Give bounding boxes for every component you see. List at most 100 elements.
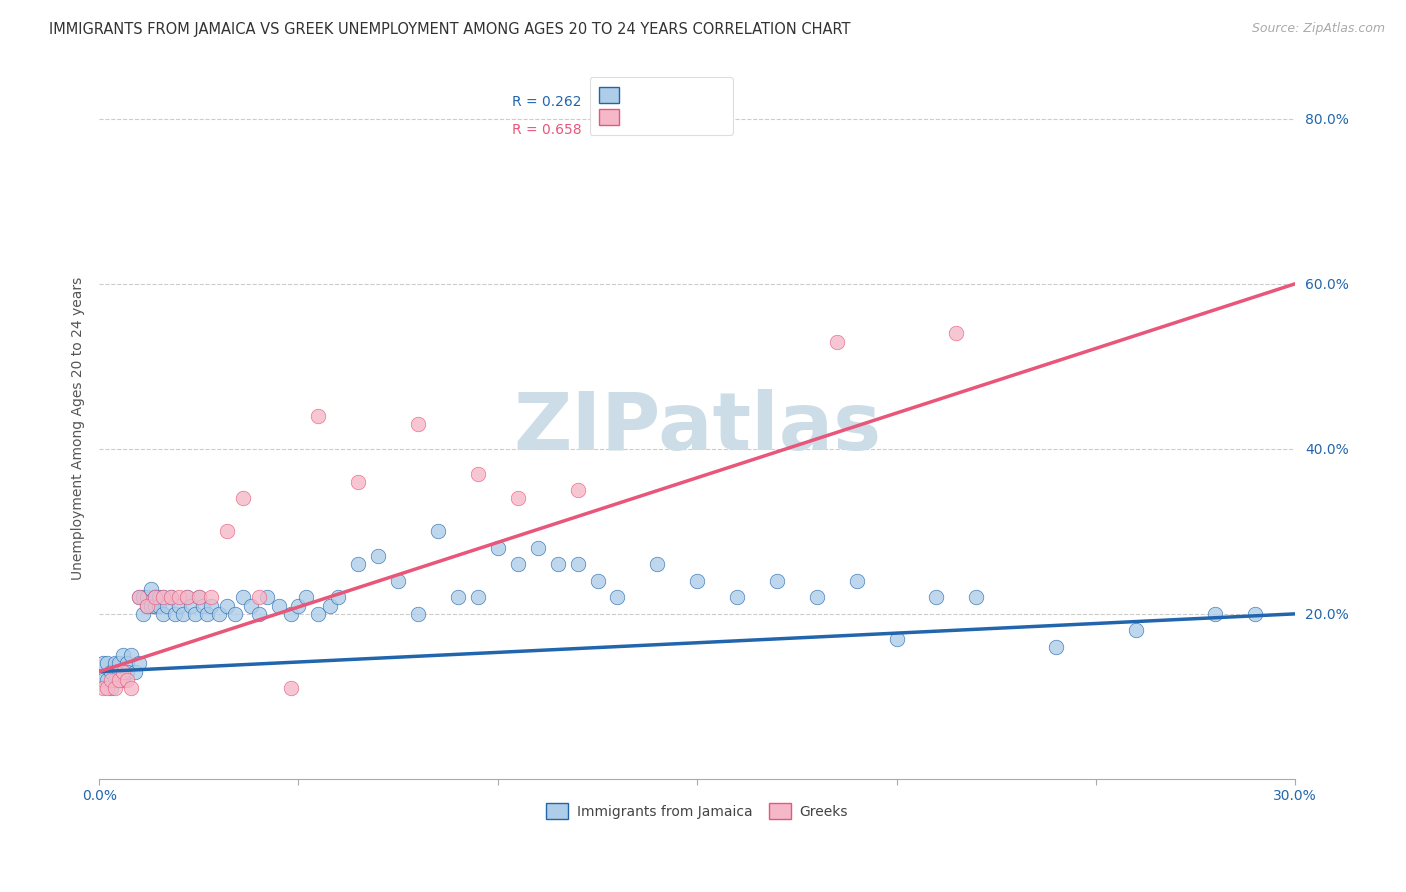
Point [176,591,198,605]
Point [96,681,118,695]
Point [267,599,290,613]
Point [108,673,131,687]
Point [136,599,159,613]
Point [547,558,569,572]
Point [104,673,127,687]
Point [112,673,135,687]
Text: N = 29: N = 29 [596,123,644,137]
Point [96,657,118,671]
Point [120,648,142,662]
Point [139,582,162,596]
Point [91,657,114,671]
Point [247,591,270,605]
Point [115,665,138,679]
Point [328,591,350,605]
Point [104,681,127,695]
Point [232,491,254,506]
Point [100,665,122,679]
Point [506,558,529,572]
Point [806,591,828,605]
Point [132,591,155,605]
Point [128,591,150,605]
Point [172,607,194,621]
Point [187,591,209,605]
Point [184,607,207,621]
Point [128,657,150,671]
Point [406,607,429,621]
Point [367,549,389,563]
Point [112,665,135,679]
Text: Source: ZipAtlas.com: Source: ZipAtlas.com [1251,22,1385,36]
Point [152,591,174,605]
Point [845,574,868,588]
Point [256,591,278,605]
Point [406,417,429,431]
Text: R = 0.262: R = 0.262 [512,95,581,109]
Point [347,558,370,572]
Point [148,591,170,605]
Point [187,591,209,605]
Point [143,591,166,605]
Point [886,632,908,646]
Point [163,607,186,621]
Text: R = 0.658: R = 0.658 [512,123,582,137]
Point [115,657,138,671]
Point [208,607,231,621]
Text: IMMIGRANTS FROM JAMAICA VS GREEK UNEMPLOYMENT AMONG AGES 20 TO 24 YEARS CORRELAT: IMMIGRANTS FROM JAMAICA VS GREEK UNEMPLO… [49,22,851,37]
Point [112,648,135,662]
Point [526,541,548,555]
Point [506,491,529,506]
Point [176,591,198,605]
Point [606,591,628,605]
Point [347,475,370,489]
Point [180,599,202,613]
Legend: Immigrants from Jamaica, Greeks: Immigrants from Jamaica, Greeks [541,797,853,824]
Point [100,673,122,687]
Point [200,591,222,605]
Point [167,591,190,605]
Point [108,665,131,679]
Point [307,607,329,621]
Point [725,591,748,605]
Point [160,591,183,605]
Point [124,665,146,679]
Point [136,591,159,605]
Point [167,599,190,613]
Y-axis label: Unemployment Among Ages 20 to 24 years: Unemployment Among Ages 20 to 24 years [72,277,86,580]
Point [387,574,409,588]
Point [215,599,238,613]
Point [224,607,246,621]
Point [1204,607,1226,621]
Point [586,574,609,588]
Point [247,607,270,621]
Point [319,599,342,613]
Point [567,558,589,572]
Point [108,657,131,671]
Point [1244,607,1267,621]
Point [965,591,987,605]
Point [925,591,948,605]
Point [467,467,489,481]
Point [156,599,179,613]
Point [152,607,174,621]
Point [1045,640,1067,654]
Point [104,657,127,671]
Text: N = 83: N = 83 [596,95,644,109]
Point [91,681,114,695]
Point [287,599,309,613]
Text: ZIPatlas: ZIPatlas [513,389,882,467]
Point [195,607,218,621]
Point [143,599,166,613]
Point [647,558,669,572]
Point [1125,624,1147,638]
Point [215,524,238,539]
Point [143,591,166,605]
Point [232,591,254,605]
Point [280,607,302,621]
Point [132,607,155,621]
Point [96,673,118,687]
Point [200,599,222,613]
Point [295,591,318,605]
Point [307,409,329,423]
Point [427,524,450,539]
